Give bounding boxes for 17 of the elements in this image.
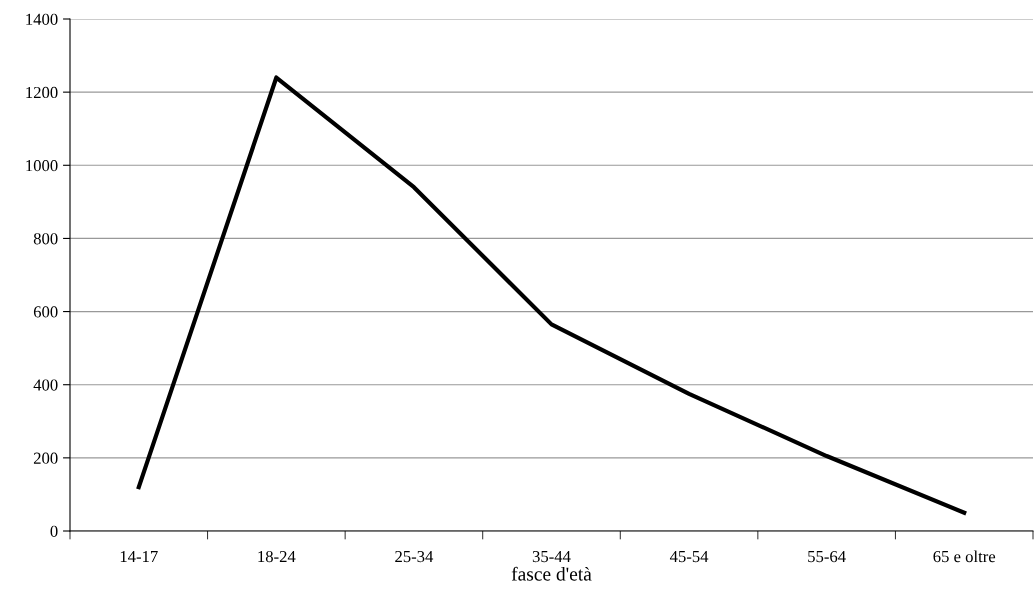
- x-tick-label: 65 e oltre: [933, 550, 996, 563]
- x-tick-label: 35-44: [532, 550, 571, 563]
- x-tick-label: 25-34: [395, 550, 434, 563]
- y-tick-label: 400: [33, 379, 58, 391]
- y-tick-label: 1200: [26, 86, 58, 99]
- x-tick-label: 55-64: [808, 550, 846, 563]
- y-tick-label: 1400: [26, 13, 58, 25]
- x-tick-label: 18-24: [258, 550, 296, 563]
- y-tick-label: 600: [33, 306, 58, 318]
- x-axis-title: fasce d'età: [511, 566, 592, 581]
- line-series: [136, 75, 967, 515]
- y-tick-label: 800: [33, 233, 58, 245]
- y-tick-label: 0: [50, 525, 58, 537]
- y-tick-label: 200: [33, 452, 58, 464]
- x-tick-label: 45-54: [669, 551, 709, 563]
- y-tick-label: 1000: [26, 159, 58, 172]
- x-tick-label: 14-17: [120, 551, 158, 563]
